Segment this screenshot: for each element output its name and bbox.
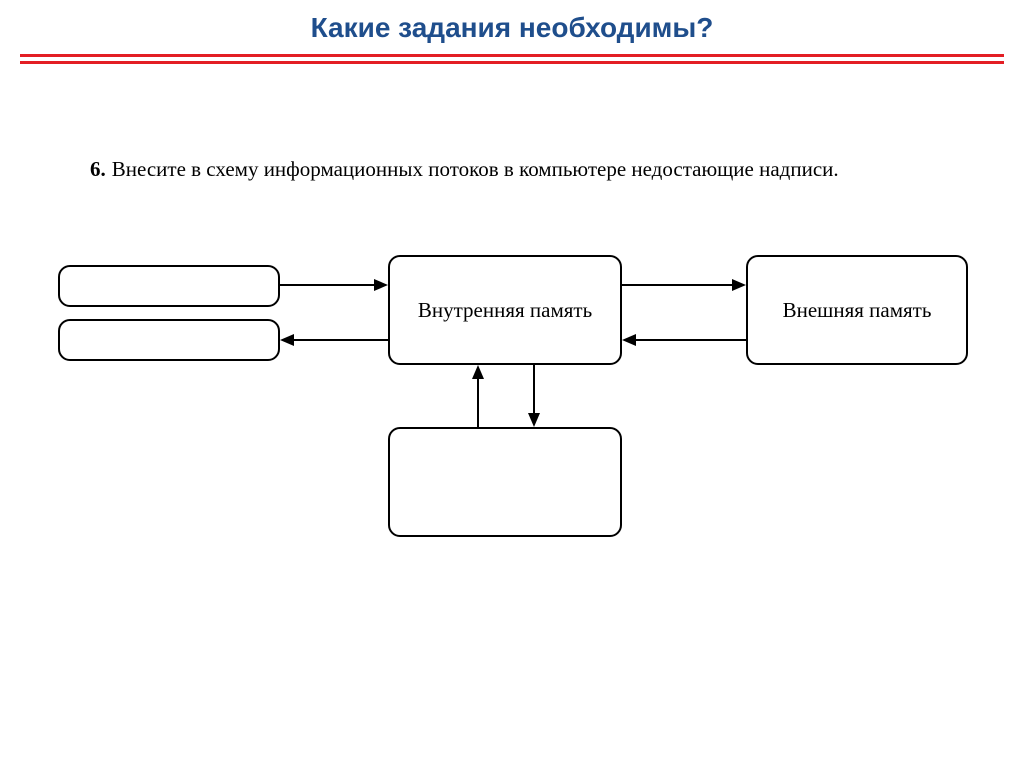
edge-line bbox=[622, 284, 734, 286]
edge-line bbox=[533, 365, 535, 415]
node-label: Внутренняя память bbox=[418, 298, 592, 323]
question-block: 6. Внесите в схему информационных потоко… bbox=[90, 154, 934, 186]
edge-line bbox=[634, 339, 746, 341]
edge-line bbox=[280, 284, 376, 286]
arrow-left-icon bbox=[622, 334, 636, 346]
node-right: Внешняя память bbox=[746, 255, 968, 365]
node-left-bottom bbox=[58, 319, 280, 361]
node-label: Внешняя память bbox=[783, 298, 932, 323]
node-left-top bbox=[58, 265, 280, 307]
arrow-up-icon bbox=[472, 365, 484, 379]
arrow-right-icon bbox=[374, 279, 388, 291]
arrow-down-icon bbox=[528, 413, 540, 427]
question-text: Внесите в схему информационных потоков в… bbox=[112, 154, 934, 186]
flowchart-diagram: Внутренняя память Внешняя память bbox=[58, 255, 966, 595]
title-divider bbox=[20, 54, 1004, 64]
node-bottom bbox=[388, 427, 622, 537]
arrow-left-icon bbox=[280, 334, 294, 346]
arrow-right-icon bbox=[732, 279, 746, 291]
edge-line bbox=[477, 377, 479, 427]
node-center: Внутренняя память bbox=[388, 255, 622, 365]
question-number: 6. bbox=[90, 154, 106, 186]
page-title: Какие задания необходимы? bbox=[0, 0, 1024, 54]
edge-line bbox=[292, 339, 388, 341]
